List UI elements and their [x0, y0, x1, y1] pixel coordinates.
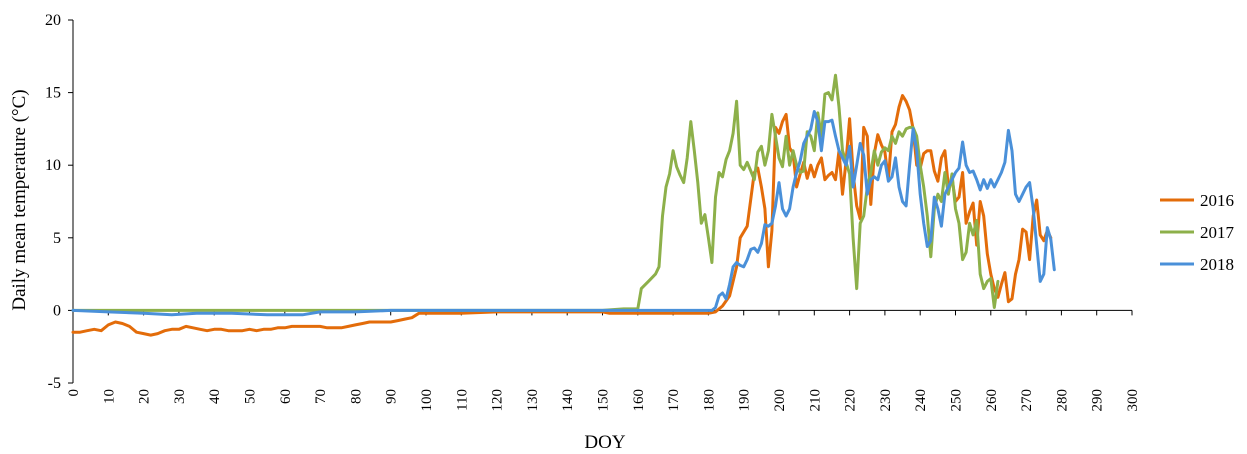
y-axis-ticks: -5 0 5 10 15 20 [45, 12, 73, 392]
x-tick-label: 200 [772, 389, 788, 412]
x-tick-label: 0 [66, 389, 82, 397]
y-tick-label: 10 [45, 157, 61, 174]
x-tick-label: 240 [913, 389, 929, 412]
x-tick-label: 30 [172, 389, 188, 404]
legend-label-2017: 2017 [1200, 223, 1235, 242]
y-tick-label: 0 [53, 302, 61, 319]
x-tick-label: 260 [984, 389, 1000, 412]
legend: 2016 2017 2018 [1160, 191, 1235, 274]
x-axis-title: DOY [584, 432, 625, 453]
x-tick-label: 190 [737, 389, 753, 412]
x-tick-label: 80 [348, 389, 364, 404]
x-tick-label: 210 [807, 389, 823, 412]
x-tick-label: 50 [243, 389, 259, 404]
x-tick-label: 10 [101, 389, 117, 404]
x-tick-label: 250 [949, 389, 965, 412]
x-tick-label: 150 [596, 389, 612, 412]
x-tick-label: 60 [278, 389, 294, 404]
x-tick-label: 290 [1090, 389, 1106, 412]
x-tick-label: 120 [490, 389, 506, 412]
y-tick-label: -5 [48, 375, 61, 392]
series-line-2018 [71, 110, 1056, 317]
x-tick-label: 20 [137, 389, 153, 404]
series-lines [71, 73, 1056, 337]
x-tick-label: 270 [1019, 389, 1035, 412]
axes: -5 0 5 10 15 20 0 10 20 30 40 50 60 70 80 90 100 110 120 1… [45, 12, 1141, 412]
x-tick-label: 110 [454, 389, 470, 411]
y-axis-title: Daily mean temperature (°C) [9, 89, 30, 310]
x-tick-label: 70 [313, 389, 329, 404]
y-tick-label: 5 [53, 230, 61, 247]
x-tick-label: 160 [631, 389, 647, 412]
x-tick-label: 170 [666, 389, 682, 412]
x-tick-label: 300 [1125, 389, 1141, 412]
x-tick-label: 180 [701, 389, 717, 412]
x-tick-label: 230 [878, 389, 894, 412]
series-line-2017 [71, 73, 1000, 312]
x-tick-label: 140 [560, 389, 576, 412]
y-tick-label: 20 [45, 12, 61, 29]
legend-label-2018: 2018 [1200, 255, 1234, 274]
y-tick-label: 15 [45, 85, 61, 102]
x-tick-label: 40 [207, 389, 223, 404]
x-tick-label: 100 [419, 389, 435, 412]
x-tick-label: 220 [843, 389, 859, 412]
x-tick-label: 130 [525, 389, 541, 412]
series-line-2016 [71, 94, 1053, 337]
legend-label-2016: 2016 [1200, 191, 1234, 210]
x-tick-label: 280 [1054, 389, 1070, 412]
x-axis-ticks: 0 10 20 30 40 50 60 70 80 90 100 110 120 130 140 150 160… [66, 310, 1141, 412]
x-tick-label: 90 [384, 389, 400, 404]
